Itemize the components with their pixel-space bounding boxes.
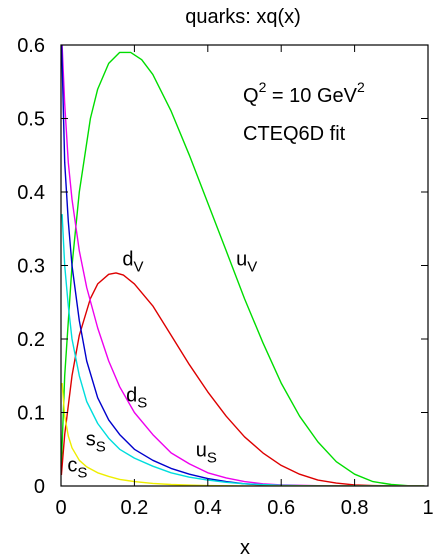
series-label-cs: cS: [67, 454, 87, 481]
x-tick-label: 1: [422, 497, 433, 519]
series-label-uv: uV: [236, 249, 257, 276]
q2-annotation: Q2 = 10 GeV2: [243, 79, 365, 107]
series-line-dv: [61, 272, 425, 486]
fit-annotation: CTEQ6D fit: [243, 123, 346, 145]
chart-title: quarks: xq(x): [185, 6, 301, 28]
series-label-ss: sS: [86, 429, 106, 456]
y-tick-label: 0.3: [17, 256, 45, 278]
x-tick-label: 0.4: [194, 497, 222, 519]
y-tick-label: 0.5: [17, 109, 45, 131]
y-tick-label: 0: [34, 476, 45, 498]
x-tick-label: 0.8: [341, 497, 369, 519]
series-label-dv: dV: [122, 249, 143, 276]
y-tick-label: 0.1: [17, 403, 45, 425]
series-label-us: uS: [196, 440, 217, 467]
x-axis-label: x: [240, 537, 250, 559]
plot-frame: [60, 44, 429, 487]
x-tick-label: 0.2: [120, 497, 148, 519]
x-tick-label: 0: [55, 497, 66, 519]
curves-layer: [61, 45, 425, 486]
y-tick-label: 0.6: [17, 35, 45, 57]
x-tick-label: 0.6: [267, 497, 295, 519]
ticks-layer: 0 0.2 0.4 0.6 0.8 1 0 0.1 0.2 0.3 0.4 0.5 0.6: [17, 35, 433, 519]
series-label-ds: dS: [126, 384, 147, 411]
y-tick-label: 0.4: [17, 182, 45, 204]
series-line-uv: [61, 51, 425, 486]
y-tick-label: 0.2: [17, 329, 45, 351]
